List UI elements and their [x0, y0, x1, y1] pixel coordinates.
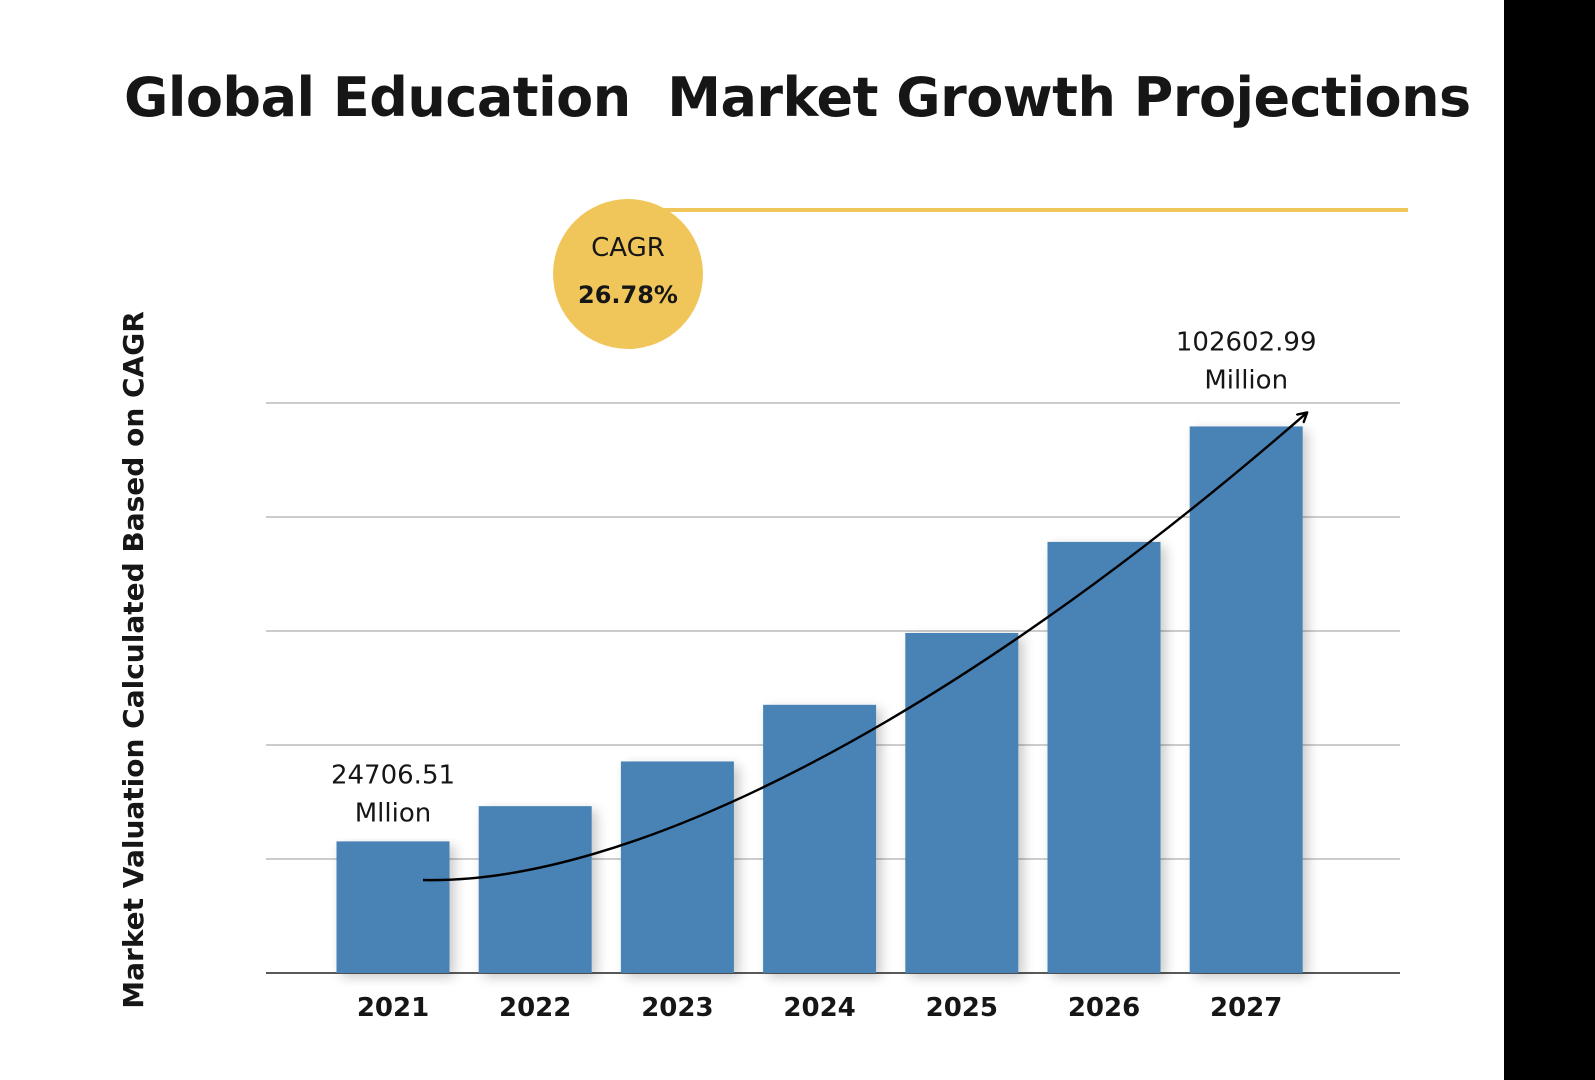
x-tick-labels: 2021 2022 2023 2024 2025 2026 2027 [357, 993, 1283, 1023]
trend-arrow [422, 412, 1307, 882]
x-tick-label-2023: 2023 [641, 993, 713, 1023]
data-label-unit-2027: Million [1204, 365, 1288, 395]
bar-2027 [1189, 426, 1303, 973]
side-black-bar [1504, 0, 1595, 1080]
x-tick-label-2027: 2027 [1210, 993, 1282, 1023]
cagr-badge-label: CAGR [591, 233, 665, 263]
cagr-badge: CAGR 26.78% [553, 199, 703, 349]
chart-title: Global Education Market Growth Projectio… [124, 66, 1471, 129]
bar-2023 [620, 761, 734, 973]
bar-2022 [478, 806, 592, 973]
cagr-badge-value: 26.78% [578, 281, 678, 309]
x-tick-label-2026: 2026 [1068, 993, 1140, 1023]
data-label-value-2021: 24706.51 [331, 760, 455, 790]
bar-2024 [763, 704, 877, 973]
x-tick-label-2021: 2021 [357, 993, 429, 1023]
x-tick-label-2024: 2024 [783, 993, 855, 1023]
y-axis-label: Market Valuation Calculated Based on CAG… [117, 311, 150, 1009]
bar-2021 [336, 841, 450, 973]
bar-chart: 2021 2022 2023 2024 2025 2026 2027 24706.51 Mll… [117, 199, 1408, 1023]
bar-2026 [1047, 541, 1161, 973]
x-tick-label-2022: 2022 [499, 993, 571, 1023]
bar-2025 [905, 632, 1019, 973]
x-tick-label-2025: 2025 [926, 993, 998, 1023]
data-label-value-2027: 102602.99 [1176, 327, 1317, 357]
data-labels: 24706.51 Mllion 102602.99 Million [331, 327, 1317, 828]
cagr-badge-circle [553, 199, 703, 349]
data-label-unit-2021: Mllion [355, 798, 432, 828]
bars [336, 426, 1303, 973]
